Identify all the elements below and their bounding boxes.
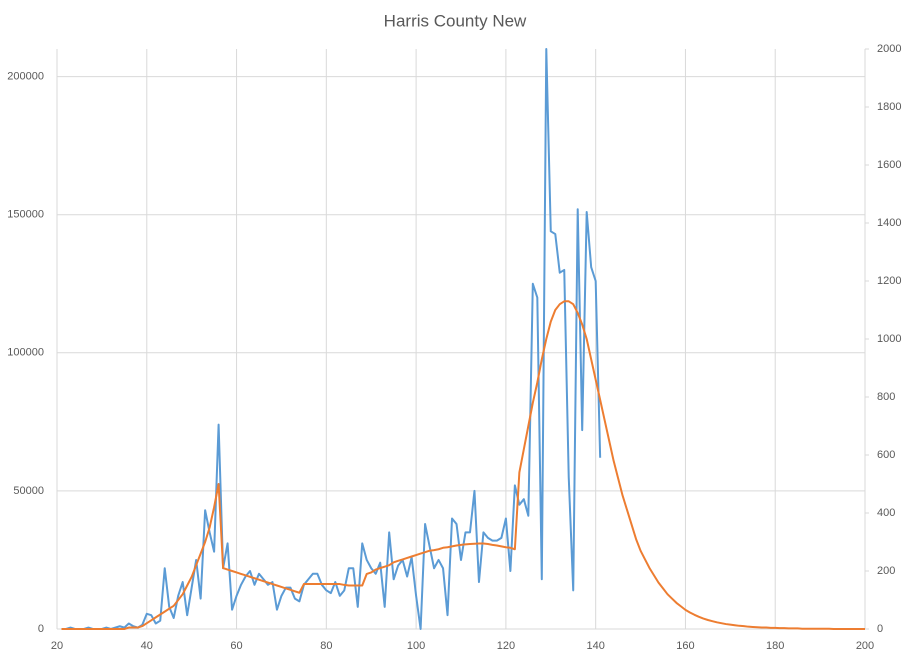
chart-title: Harris County New bbox=[384, 11, 527, 30]
x-tick-label: 200 bbox=[856, 640, 874, 652]
y-tick-label: 0 bbox=[38, 623, 44, 635]
y2-tick-label: 800 bbox=[877, 391, 895, 403]
y2-tick-label: 200 bbox=[877, 565, 895, 577]
y2-tick-label: 600 bbox=[877, 449, 895, 461]
x-tick-label: 120 bbox=[497, 640, 515, 652]
x-tick-label: 100 bbox=[407, 640, 425, 652]
series-line bbox=[61, 48, 602, 630]
x-tick-label: 160 bbox=[676, 640, 694, 652]
x-tick-label: 180 bbox=[766, 640, 784, 652]
y2-tick-label: 2000 bbox=[877, 43, 901, 55]
x-tick-label: 40 bbox=[141, 640, 153, 652]
y-tick-label: 50000 bbox=[13, 485, 44, 497]
y2-tick-label: 1400 bbox=[877, 217, 901, 229]
y2-tick-label: 0 bbox=[877, 623, 883, 635]
y-tick-label: 200000 bbox=[7, 71, 44, 83]
x-tick-label: 60 bbox=[230, 640, 242, 652]
x-tick-label: 140 bbox=[586, 640, 604, 652]
series-line bbox=[61, 300, 865, 630]
y-tick-label: 100000 bbox=[7, 347, 44, 359]
y2-tick-label: 1800 bbox=[877, 101, 901, 113]
y2-tick-label: 1600 bbox=[877, 159, 901, 171]
x-tick-label: 20 bbox=[51, 640, 63, 652]
y2-tick-label: 1200 bbox=[877, 275, 901, 287]
y2-tick-label: 1000 bbox=[877, 333, 901, 345]
y2-tick-label: 400 bbox=[877, 507, 895, 519]
x-tick-label: 80 bbox=[320, 640, 332, 652]
y-tick-label: 150000 bbox=[7, 209, 44, 221]
